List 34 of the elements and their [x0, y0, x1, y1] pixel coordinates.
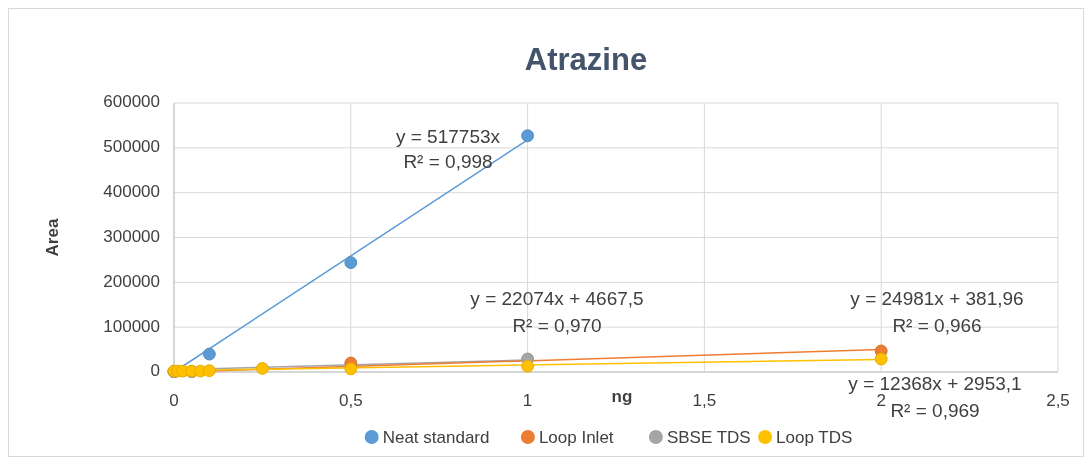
point — [521, 359, 535, 373]
point — [255, 362, 269, 375]
point — [521, 129, 535, 143]
annotation: y = 517753x — [395, 126, 501, 148]
y-tick-label: 100000 — [103, 316, 160, 336]
annotation: R² = 0,966 — [892, 315, 982, 337]
y-tick-label: 500000 — [103, 137, 160, 157]
annotation: y = 24981x + 381,96 — [850, 288, 1024, 310]
point — [344, 256, 358, 270]
text: R² = 0,969 — [890, 400, 980, 422]
x-tick-label: 1,5 — [692, 391, 717, 410]
annotation: R² = 0,970 — [512, 315, 602, 337]
point — [344, 362, 358, 376]
legend-label: Loop TDS — [776, 428, 853, 447]
y-tick-label: 400000 — [103, 182, 160, 202]
point — [202, 364, 216, 378]
y-tick-label: 0 — [150, 361, 160, 381]
y-tick-label: 600000 — [103, 92, 160, 112]
chart-title: Atrazine — [524, 42, 648, 77]
x-tick-label: 0 — [169, 391, 179, 410]
x-tick-label: 0,5 — [338, 391, 363, 410]
y-tick-label: 200000 — [103, 271, 160, 291]
annotation: R² = 0,998 — [403, 151, 493, 173]
y-axis-title: Area — [43, 218, 62, 257]
annotation: y = 22074x + 4667,5 — [470, 288, 644, 310]
x-axis-title: ng — [611, 387, 633, 406]
legend-label: Loop Inlet — [538, 428, 614, 447]
legend-label: SBSE TDS — [666, 428, 751, 447]
x-tick-label: 2,5 — [1046, 391, 1070, 410]
y-tick-label: 300000 — [103, 226, 160, 246]
legend-label: Neat standard — [382, 428, 490, 447]
x-tick-label: 1 — [522, 391, 533, 410]
point — [874, 352, 888, 366]
point — [202, 347, 216, 361]
